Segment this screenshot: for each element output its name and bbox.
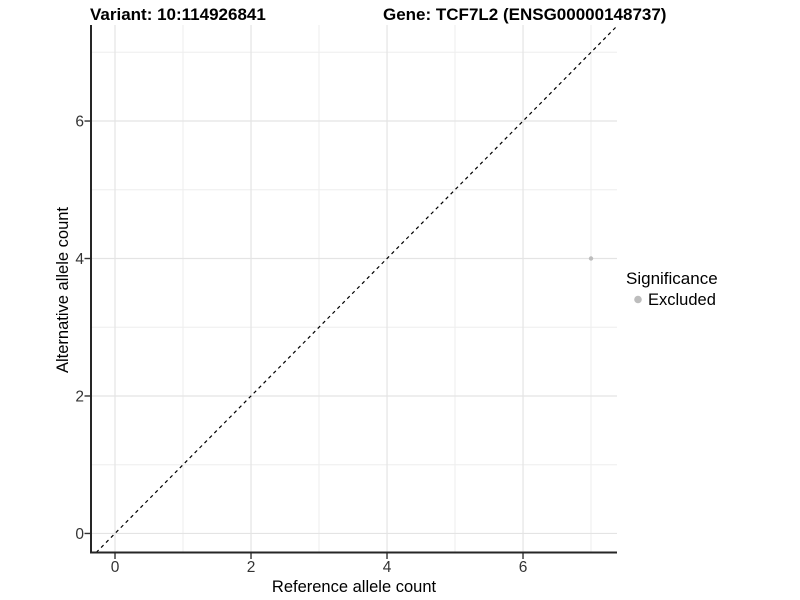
y-axis-tick-label: 0 bbox=[75, 526, 84, 543]
x-axis-tick-label: 6 bbox=[519, 559, 528, 576]
identity-reference-line bbox=[95, 25, 618, 553]
plot-title-variant: Variant: 10:114926841 bbox=[90, 5, 266, 24]
data-point bbox=[588, 256, 594, 261]
y-axis-tick-label: 2 bbox=[75, 388, 84, 405]
grid-major-lines bbox=[91, 25, 617, 553]
x-axis-tick-label: 4 bbox=[383, 559, 392, 576]
y-axis-tick-label: 6 bbox=[75, 114, 84, 131]
plot-title-gene: Gene: TCF7L2 (ENSG00000148737) bbox=[383, 5, 666, 24]
grid-minor-lines bbox=[91, 25, 617, 553]
legend-title: Significance bbox=[626, 269, 718, 288]
identity-reference-line-group bbox=[95, 25, 618, 553]
legend-item-label: Excluded bbox=[648, 291, 716, 309]
legend-key-dot-icon bbox=[634, 295, 642, 304]
x-axis-title: Reference allele count bbox=[272, 578, 437, 596]
axis-tick-marks bbox=[84, 120, 524, 559]
data-points-group bbox=[588, 256, 594, 261]
legend: Significance Excluded bbox=[626, 269, 718, 309]
x-axis-tick-label: 2 bbox=[247, 559, 256, 576]
y-axis-tick-label: 4 bbox=[75, 251, 84, 268]
axis-tick-labels: 0 2 4 6 0 2 4 6 bbox=[75, 114, 527, 576]
y-axis-title: Alternative allele count bbox=[54, 207, 72, 373]
x-axis-tick-label: 0 bbox=[111, 559, 120, 576]
